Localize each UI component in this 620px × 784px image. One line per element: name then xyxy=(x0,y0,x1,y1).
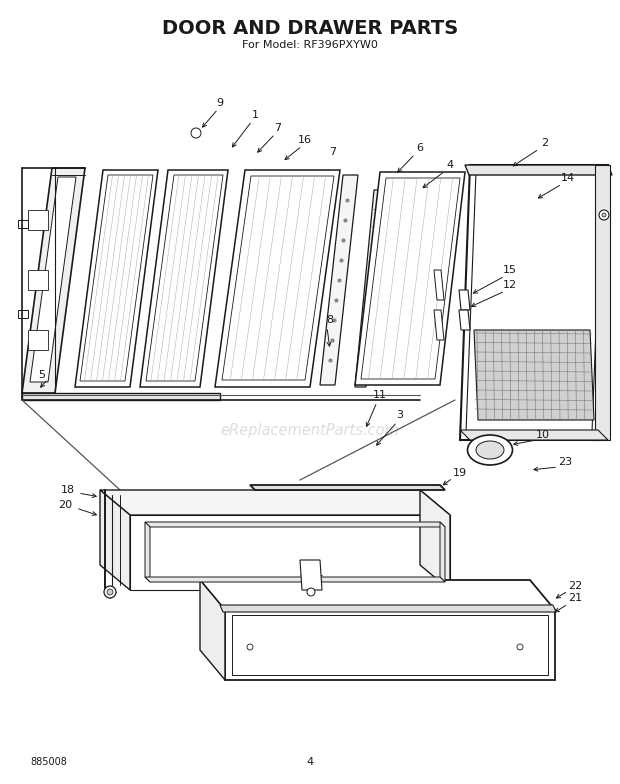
Polygon shape xyxy=(459,310,470,330)
Polygon shape xyxy=(28,330,48,350)
Text: 23: 23 xyxy=(558,457,572,467)
Text: 1: 1 xyxy=(252,110,259,120)
Text: 7: 7 xyxy=(275,123,281,133)
Text: 12: 12 xyxy=(503,280,517,290)
Polygon shape xyxy=(75,170,158,387)
Text: DOOR AND DRAWER PARTS: DOOR AND DRAWER PARTS xyxy=(162,19,458,38)
Polygon shape xyxy=(146,175,223,381)
Polygon shape xyxy=(222,176,334,380)
Text: 7: 7 xyxy=(329,147,337,157)
Text: 20: 20 xyxy=(58,500,72,510)
Text: 16: 16 xyxy=(298,135,312,145)
Polygon shape xyxy=(355,172,465,385)
Polygon shape xyxy=(459,290,470,310)
Text: 21: 21 xyxy=(568,593,582,603)
Polygon shape xyxy=(18,310,28,318)
Polygon shape xyxy=(18,220,28,228)
Ellipse shape xyxy=(467,435,513,465)
Text: 5: 5 xyxy=(38,370,45,380)
Circle shape xyxy=(104,586,116,598)
Circle shape xyxy=(602,213,606,217)
Text: eReplacementParts.com: eReplacementParts.com xyxy=(221,423,399,437)
Polygon shape xyxy=(355,190,385,387)
Polygon shape xyxy=(30,177,76,382)
Polygon shape xyxy=(145,577,445,582)
Polygon shape xyxy=(145,522,445,527)
Polygon shape xyxy=(440,522,445,582)
Polygon shape xyxy=(215,170,340,387)
Polygon shape xyxy=(460,430,608,440)
Text: 9: 9 xyxy=(216,98,224,108)
Text: 14: 14 xyxy=(561,173,575,183)
Polygon shape xyxy=(200,580,555,610)
Text: 15: 15 xyxy=(503,265,517,275)
Polygon shape xyxy=(220,605,556,612)
Polygon shape xyxy=(434,310,444,340)
Polygon shape xyxy=(80,175,153,381)
Polygon shape xyxy=(300,560,322,590)
Polygon shape xyxy=(460,165,608,440)
Polygon shape xyxy=(100,490,130,590)
Polygon shape xyxy=(250,485,445,490)
Ellipse shape xyxy=(476,441,504,459)
Polygon shape xyxy=(474,330,594,420)
Text: 22: 22 xyxy=(568,581,582,591)
Polygon shape xyxy=(225,610,555,680)
Text: 19: 19 xyxy=(453,468,467,478)
Text: 4: 4 xyxy=(306,757,314,767)
Polygon shape xyxy=(140,170,228,387)
Circle shape xyxy=(307,588,315,596)
Polygon shape xyxy=(28,270,48,290)
Polygon shape xyxy=(320,175,358,385)
Polygon shape xyxy=(22,168,85,393)
Polygon shape xyxy=(100,490,450,515)
Polygon shape xyxy=(465,165,612,175)
Text: 3: 3 xyxy=(397,410,404,420)
Text: For Model: RF396PXYW0: For Model: RF396PXYW0 xyxy=(242,40,378,50)
Text: 8: 8 xyxy=(327,315,334,325)
Polygon shape xyxy=(130,515,450,590)
Text: 4: 4 xyxy=(446,160,454,170)
Polygon shape xyxy=(200,580,225,680)
Polygon shape xyxy=(145,522,150,582)
Polygon shape xyxy=(434,270,444,300)
Circle shape xyxy=(247,644,253,650)
Polygon shape xyxy=(361,178,460,379)
Circle shape xyxy=(107,589,113,595)
Polygon shape xyxy=(28,210,48,230)
Text: 885008: 885008 xyxy=(30,757,67,767)
Circle shape xyxy=(599,210,609,220)
Text: 10: 10 xyxy=(536,430,550,440)
Circle shape xyxy=(191,128,201,138)
Circle shape xyxy=(517,644,523,650)
Text: 18: 18 xyxy=(61,485,75,495)
Polygon shape xyxy=(22,393,220,400)
Polygon shape xyxy=(420,490,450,590)
Text: 6: 6 xyxy=(417,143,423,153)
Polygon shape xyxy=(595,165,610,440)
Text: 2: 2 xyxy=(541,138,549,148)
Text: 11: 11 xyxy=(373,390,387,400)
